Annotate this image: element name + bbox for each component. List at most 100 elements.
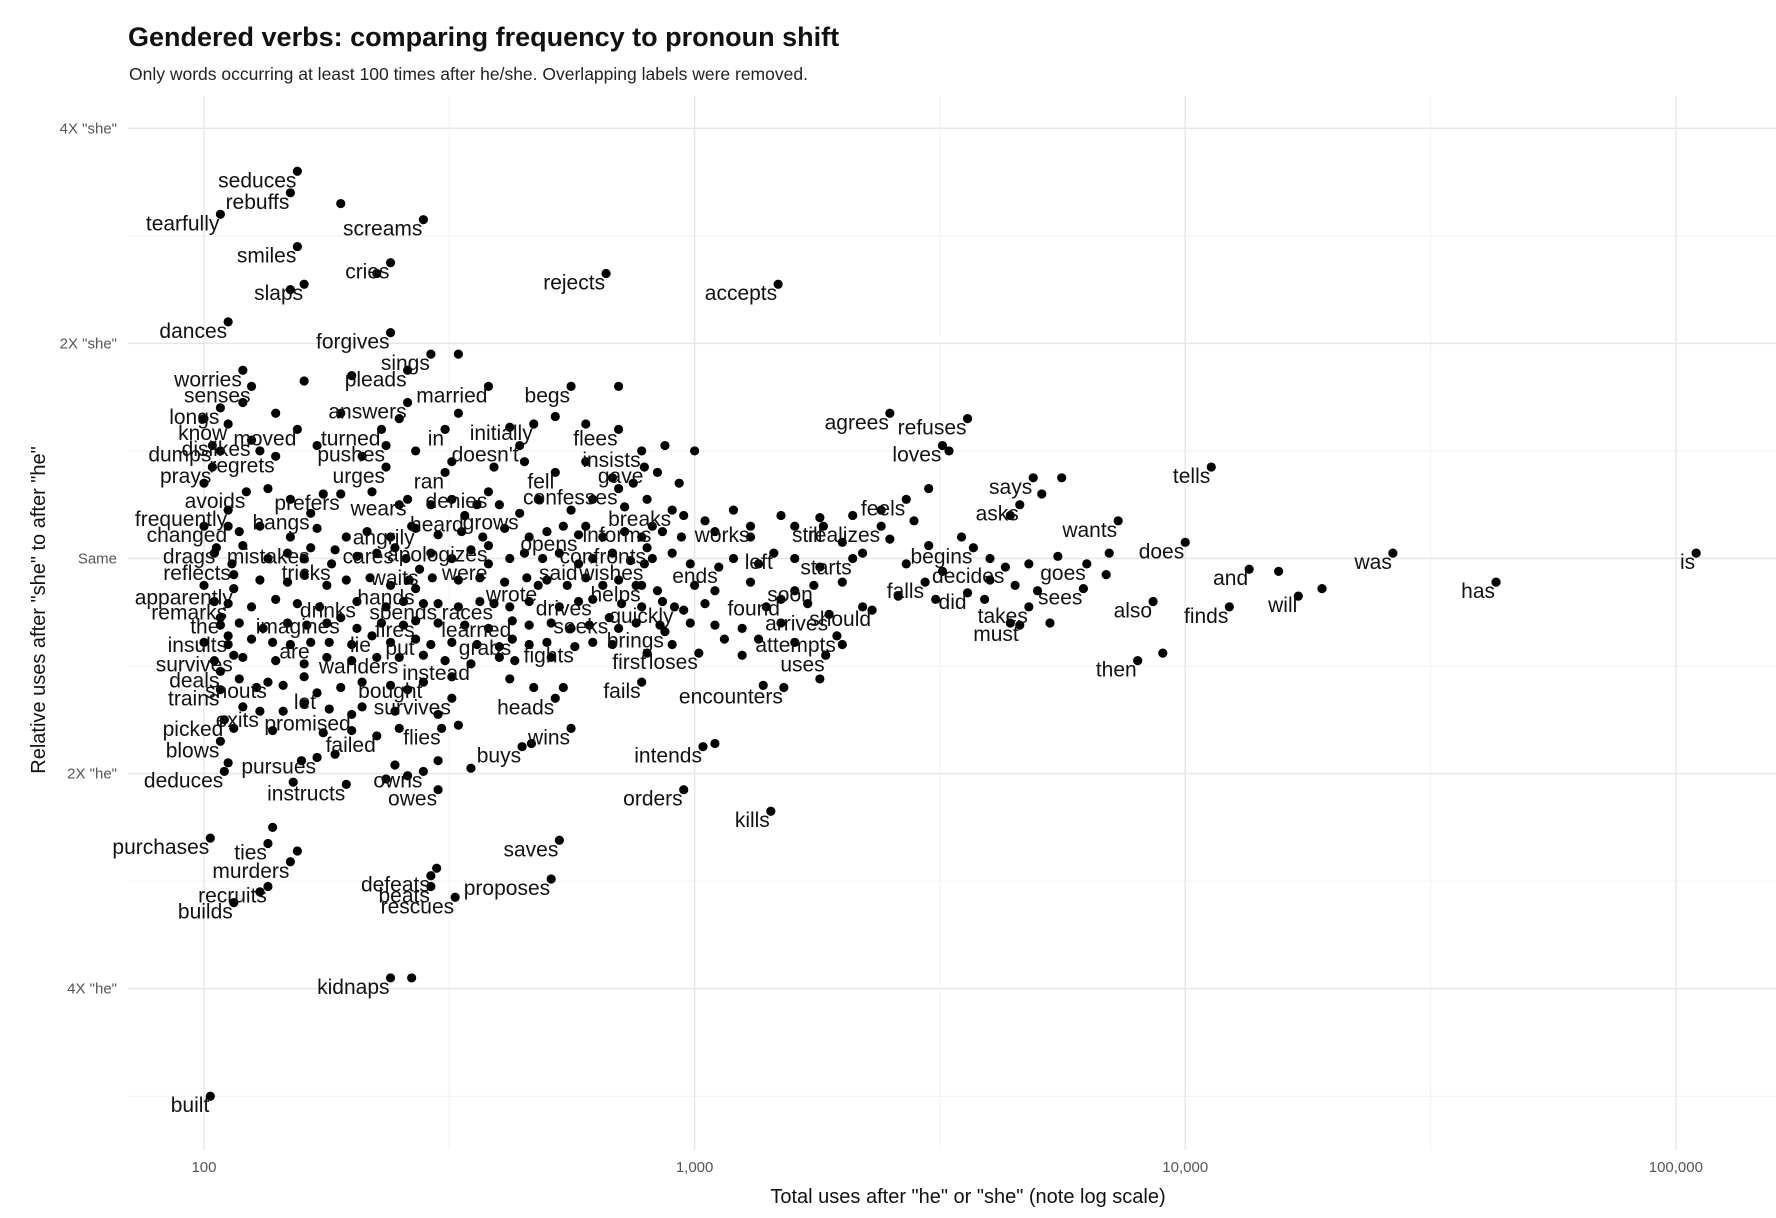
data-point xyxy=(494,652,504,663)
data-point xyxy=(418,677,428,687)
data-point xyxy=(326,559,337,569)
data-point xyxy=(758,680,768,690)
point-label: owns xyxy=(373,769,422,792)
data-point xyxy=(815,513,825,523)
point-label: loses xyxy=(649,651,698,674)
data-point xyxy=(1491,577,1501,587)
data-point xyxy=(227,559,237,569)
point-label: quickly xyxy=(609,605,674,628)
data-point xyxy=(437,723,447,734)
data-point xyxy=(433,709,443,720)
data-point xyxy=(690,446,700,456)
data-point xyxy=(1101,570,1111,580)
data-point xyxy=(385,258,396,268)
data-point xyxy=(652,586,663,596)
data-point xyxy=(515,440,525,451)
data-point xyxy=(745,532,756,542)
y-tick-label: 4X "he" xyxy=(67,981,117,998)
data-points xyxy=(199,166,1701,1101)
data-point xyxy=(347,709,357,720)
data-point xyxy=(550,467,560,478)
data-point xyxy=(453,575,463,585)
point-label: wants xyxy=(1061,519,1117,542)
point-label: drags xyxy=(163,546,216,569)
point-label: instead xyxy=(402,662,470,685)
data-point xyxy=(292,599,302,609)
data-point xyxy=(381,602,391,612)
data-point xyxy=(779,682,789,693)
data-point xyxy=(909,516,919,526)
data-point xyxy=(588,637,598,647)
data-point xyxy=(418,215,428,225)
data-point xyxy=(494,500,504,510)
point-label: gave xyxy=(598,465,644,488)
data-point xyxy=(1148,596,1158,607)
data-point xyxy=(347,656,357,666)
data-point xyxy=(234,526,244,537)
data-point xyxy=(944,446,954,456)
data-point xyxy=(466,545,476,555)
data-point xyxy=(737,650,747,660)
point-label: asks xyxy=(976,503,1019,526)
data-point xyxy=(1000,562,1011,572)
data-point xyxy=(517,742,527,752)
data-point xyxy=(299,279,309,289)
y-tick-label: 2X "he" xyxy=(67,766,117,783)
data-point xyxy=(809,580,819,590)
point-label: is xyxy=(1680,551,1695,574)
data-point xyxy=(573,559,584,569)
data-point xyxy=(402,397,413,408)
data-point xyxy=(505,553,515,564)
data-point xyxy=(1028,473,1038,483)
data-point xyxy=(404,575,414,585)
point-label: starts xyxy=(800,556,851,579)
data-point xyxy=(285,188,295,198)
data-point xyxy=(394,723,404,734)
data-point xyxy=(271,408,281,418)
data-point xyxy=(268,637,278,647)
data-point xyxy=(652,467,663,478)
point-label: purchases xyxy=(112,836,209,859)
data-point xyxy=(255,446,265,456)
data-point xyxy=(229,570,239,580)
point-label: brings xyxy=(607,630,664,653)
data-point xyxy=(362,526,372,537)
data-point xyxy=(296,756,307,766)
data-point xyxy=(710,586,720,596)
data-point xyxy=(215,403,225,413)
point-label: orders xyxy=(623,788,683,811)
point-label: ends xyxy=(672,565,718,588)
data-point xyxy=(985,575,995,585)
point-label: avoids xyxy=(185,490,246,513)
data-point xyxy=(292,166,302,176)
point-label: helps xyxy=(590,583,640,606)
data-point xyxy=(215,736,225,746)
data-point xyxy=(223,639,233,650)
data-point xyxy=(255,706,265,716)
data-point xyxy=(207,440,217,451)
data-point xyxy=(372,652,382,663)
data-point xyxy=(1388,548,1398,558)
point-label: let xyxy=(294,691,316,714)
point-label: learned xyxy=(441,619,511,642)
data-point xyxy=(1057,473,1067,483)
data-point xyxy=(533,580,543,590)
point-label: attempts xyxy=(755,634,836,657)
data-point xyxy=(1024,602,1034,612)
point-label: was xyxy=(1354,551,1392,574)
data-point xyxy=(776,594,786,604)
point-label: the xyxy=(190,616,219,639)
data-point xyxy=(669,602,680,612)
data-point xyxy=(566,723,576,734)
data-point xyxy=(776,618,786,628)
point-label: says xyxy=(989,476,1032,499)
point-label: also xyxy=(1114,599,1153,622)
data-point xyxy=(837,537,847,547)
data-point xyxy=(500,577,510,587)
data-point xyxy=(306,637,316,647)
data-point xyxy=(365,573,375,583)
point-label: begs xyxy=(525,384,571,407)
data-point xyxy=(519,548,530,558)
data-point xyxy=(447,672,457,682)
